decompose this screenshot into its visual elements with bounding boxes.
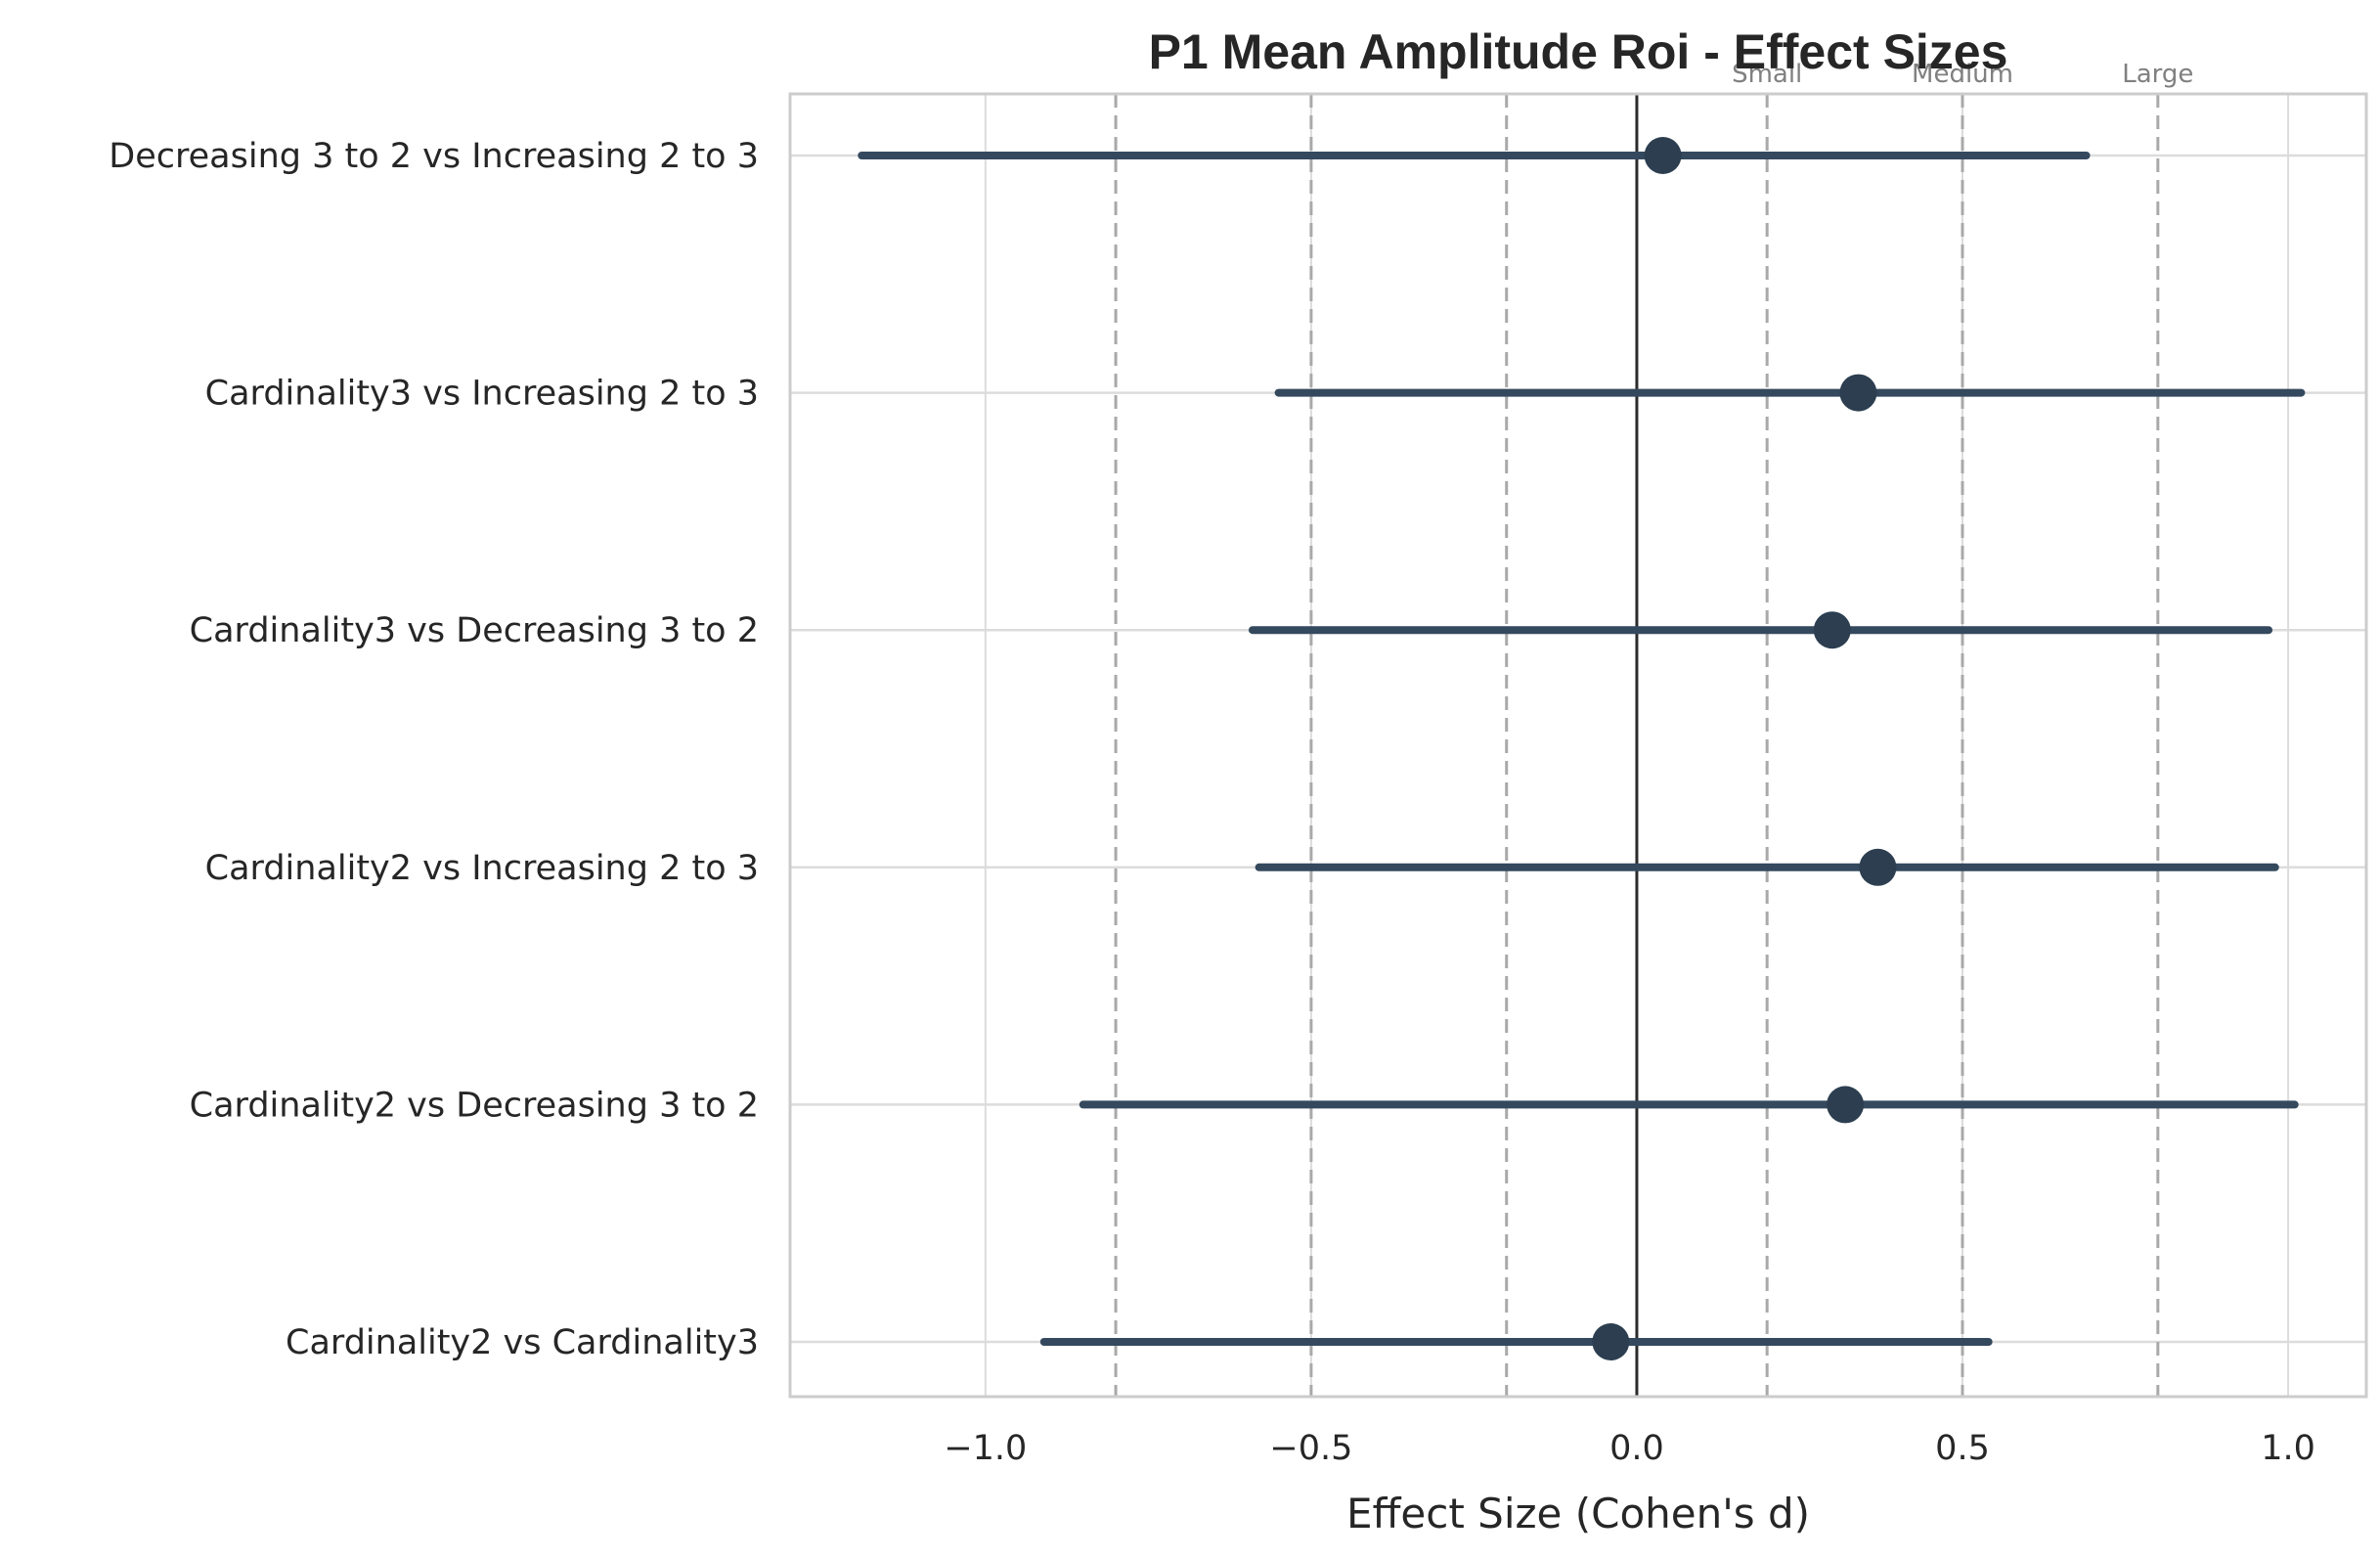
effect-point-0 — [1644, 137, 1682, 174]
effect-point-2 — [1813, 611, 1851, 649]
plot-area — [790, 94, 2366, 1397]
x-tick-label-2: 0.0 — [1609, 1429, 1664, 1468]
x-tick-label-4: 1.0 — [2261, 1429, 2315, 1468]
threshold-label-layer: Small Medium Large — [1732, 60, 2193, 89]
effect-point-5 — [1592, 1323, 1630, 1360]
point-layer — [1592, 137, 1897, 1360]
y-tick-label-2: Cardinality3 vs Decreasing 3 to 2 — [190, 611, 759, 650]
x-tick-label-1: −0.5 — [1269, 1429, 1352, 1468]
threshold-label-0: Small — [1732, 60, 1802, 89]
plot-frame — [788, 92, 2368, 1399]
x-tick-label-0: −1.0 — [944, 1429, 1027, 1468]
threshold-layer — [1114, 94, 2160, 1397]
effect-point-3 — [1859, 848, 1897, 886]
x-tick-label-layer: −1.0 −0.5 0.0 0.5 1.0 — [944, 1429, 2315, 1468]
threshold-label-2: Large — [2122, 60, 2193, 89]
chart-title: P1 Mean Amplitude Roi - Effect Sizes — [1149, 24, 2008, 79]
y-tick-label-layer: Decreasing 3 to 2 vs Increasing 2 to 3 Ca… — [109, 137, 759, 1362]
y-tick-label-4: Cardinality2 vs Decreasing 3 to 2 — [190, 1086, 759, 1125]
error-bar-layer — [858, 152, 2306, 1346]
y-tick-label-1: Cardinality3 vs Increasing 2 to 3 — [205, 375, 759, 414]
threshold-label-1: Medium — [1912, 60, 2013, 89]
effect-point-4 — [1827, 1086, 1865, 1124]
y-tick-label-5: Cardinality2 vs Cardinality3 — [286, 1323, 759, 1362]
x-axis-label: Effect Size (Cohen's d) — [1346, 1490, 1810, 1537]
y-tick-label-3: Cardinality2 vs Increasing 2 to 3 — [205, 849, 759, 888]
y-tick-label-0: Decreasing 3 to 2 vs Increasing 2 to 3 — [109, 137, 759, 176]
x-tick-label-3: 0.5 — [1935, 1429, 1990, 1468]
effect-point-1 — [1839, 374, 1877, 412]
